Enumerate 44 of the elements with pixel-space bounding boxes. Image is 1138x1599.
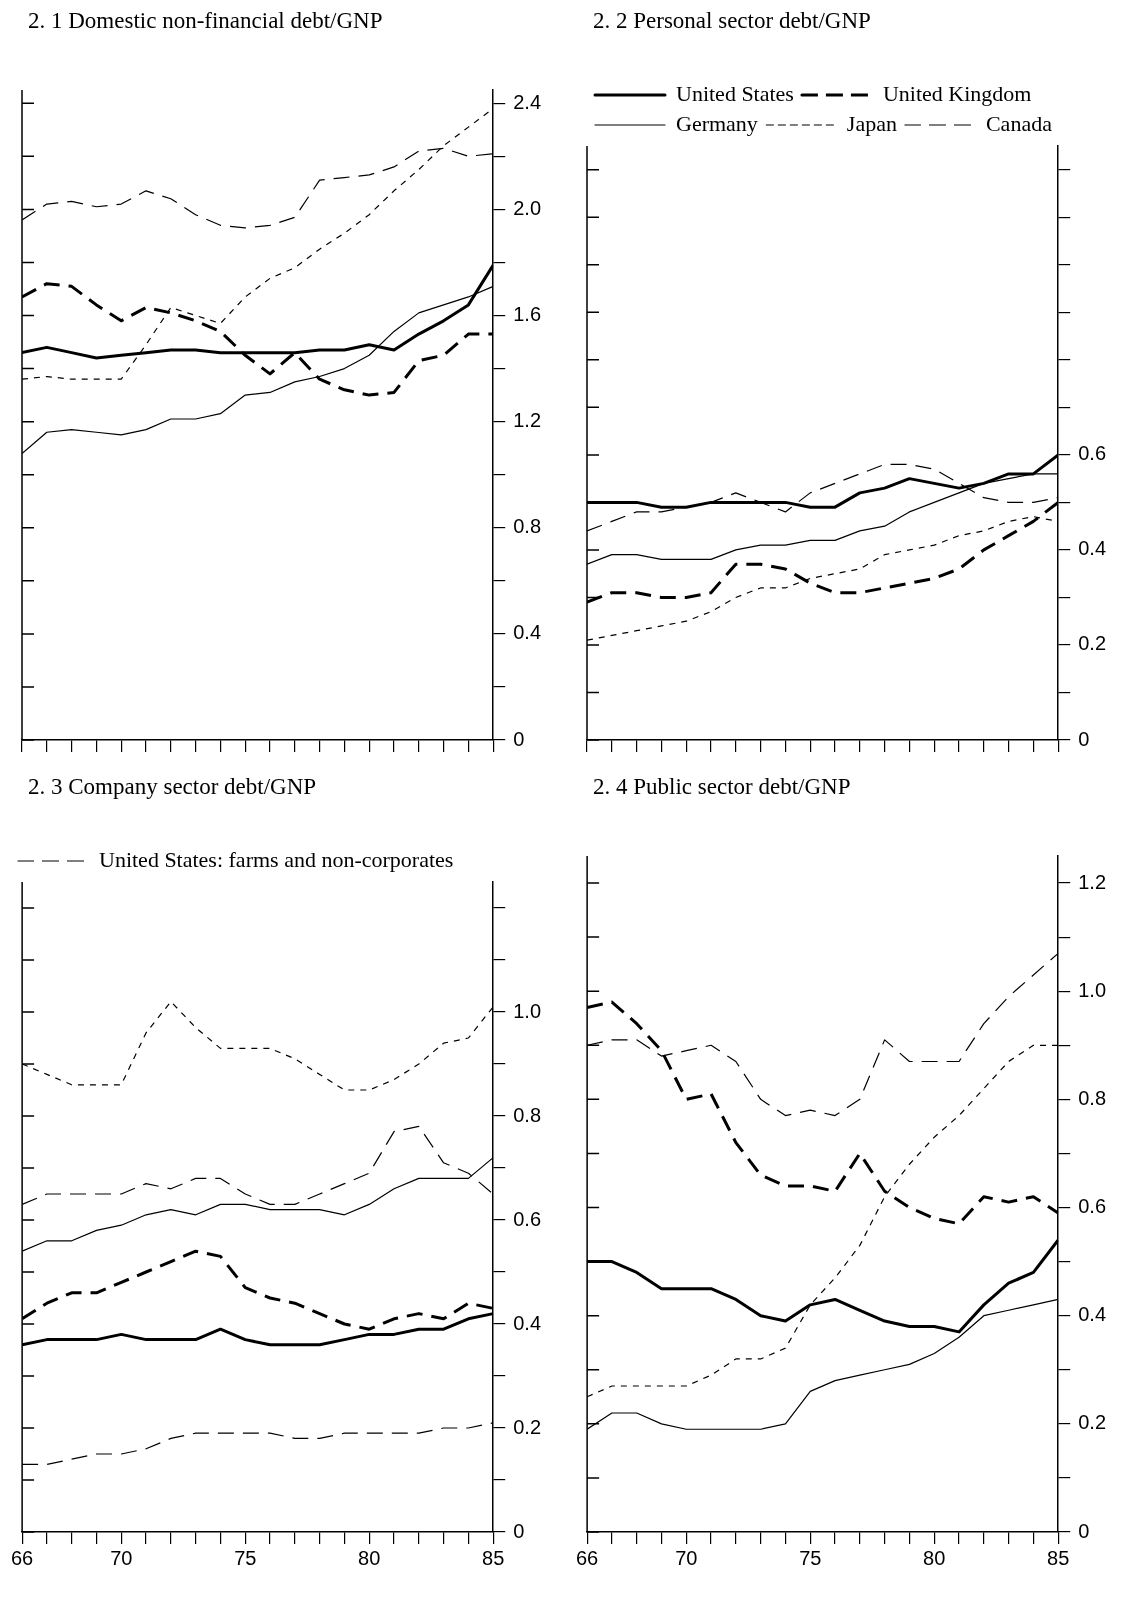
x-tick-label: 70 <box>110 1546 133 1569</box>
y-tick-label: 0.4 <box>1078 537 1107 560</box>
y-tick-label: 0.8 <box>513 1103 542 1126</box>
y-tick-label: 1.0 <box>513 999 542 1022</box>
y-tick-label: 0 <box>1078 1519 1090 1542</box>
y-tick-label: 0.2 <box>1078 1411 1107 1434</box>
x-tick-label: 80 <box>358 1546 381 1569</box>
y-tick-label: 1.2 <box>1078 870 1107 893</box>
y-tick-label: 0.4 <box>513 621 542 644</box>
legend-label: United States <box>676 80 794 106</box>
y-tick-label: 0.6 <box>1078 1195 1107 1218</box>
y-tick-label: 1.2 <box>513 409 542 432</box>
y-tick-label: 0.6 <box>513 1207 542 1230</box>
y-tick-label: 1.6 <box>513 303 542 326</box>
x-tick-label: 75 <box>799 1546 822 1569</box>
x-tick-label: 66 <box>576 1546 599 1569</box>
legend-label: Germany <box>676 110 758 136</box>
x-tick-label: 70 <box>675 1546 698 1569</box>
y-tick-label: 0.8 <box>513 515 542 538</box>
y-tick-label: 0.2 <box>513 1415 542 1438</box>
y-tick-label: 2.0 <box>513 196 542 219</box>
legend-label: United States: farms and non-corporates <box>99 846 454 872</box>
legend-label: United Kingdom <box>882 80 1032 106</box>
y-tick-label: 0 <box>1078 727 1090 750</box>
y-tick-label: 0 <box>513 727 525 750</box>
x-tick-label: 66 <box>11 1546 34 1569</box>
y-tick-label: 0.6 <box>1078 442 1107 465</box>
y-tick-label: 1.0 <box>1078 978 1107 1001</box>
chart-title: 2. 3 Company sector debt/GNP <box>27 774 318 801</box>
legend-label: Japan <box>846 110 897 136</box>
x-tick-label: 85 <box>1047 1546 1070 1569</box>
x-tick-label: 85 <box>482 1546 505 1569</box>
y-tick-label: 0.4 <box>1078 1303 1107 1326</box>
chart-title: 2. 4 Public sector debt/GNP <box>592 774 852 801</box>
chart-title: 2. 1 Domestic non-financial debt/GNP <box>27 8 384 35</box>
x-tick-label: 75 <box>234 1546 257 1569</box>
y-tick-label: 2.4 <box>513 90 542 113</box>
y-tick-label: 0.2 <box>1078 632 1107 655</box>
chart-title: 2. 2 Personal sector debt/GNP <box>592 8 872 35</box>
x-tick-label: 80 <box>923 1546 946 1569</box>
y-tick-label: 0 <box>513 1519 525 1542</box>
legend-label: Canada <box>985 110 1053 136</box>
y-tick-label: 0.4 <box>513 1311 542 1334</box>
y-tick-label: 0.8 <box>1078 1086 1107 1109</box>
